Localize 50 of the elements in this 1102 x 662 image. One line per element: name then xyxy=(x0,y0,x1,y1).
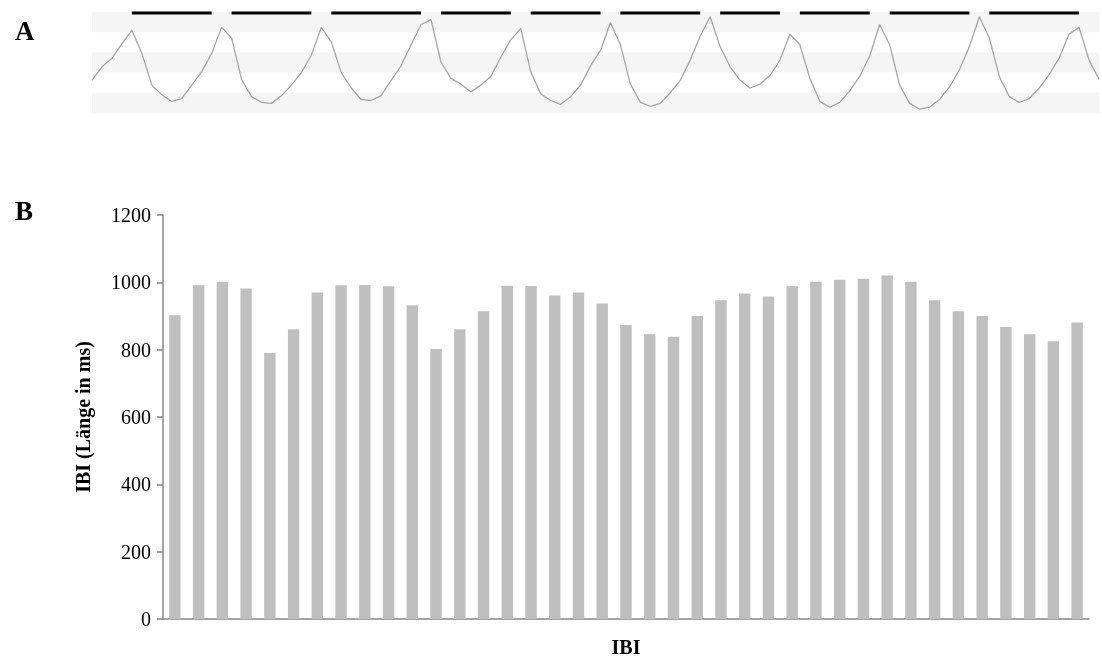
bar xyxy=(667,336,680,619)
bar xyxy=(596,303,608,619)
bar xyxy=(786,286,798,619)
bar xyxy=(525,286,537,619)
bar xyxy=(335,285,347,619)
bar xyxy=(857,278,870,619)
bar xyxy=(810,281,822,619)
x-axis-title: IBI xyxy=(611,636,641,658)
chart-title: A xyxy=(15,15,35,46)
bar xyxy=(192,285,205,619)
bar xyxy=(1047,341,1060,619)
y-tick-label: 0 xyxy=(141,608,151,630)
bar xyxy=(762,296,775,619)
y-tick-label: 600 xyxy=(121,406,151,428)
bar xyxy=(572,292,585,619)
bar xyxy=(644,334,656,619)
bar xyxy=(928,300,941,619)
bar xyxy=(477,311,490,619)
bar xyxy=(240,288,252,619)
bar xyxy=(739,293,751,619)
bar xyxy=(952,311,965,619)
bar xyxy=(620,325,632,619)
bar xyxy=(501,285,513,619)
y-tick-label: 1000 xyxy=(111,271,151,294)
bar xyxy=(359,285,371,619)
y-tick-label: 1200 xyxy=(111,204,151,226)
bar xyxy=(881,275,893,619)
bar xyxy=(715,300,727,619)
bar xyxy=(311,292,324,619)
bar xyxy=(382,286,395,619)
y-tick-label: 400 xyxy=(121,473,151,496)
bar xyxy=(833,279,846,619)
bar xyxy=(1000,327,1012,619)
bar xyxy=(549,295,561,619)
bar xyxy=(287,329,300,619)
bar xyxy=(1071,322,1083,619)
y-axis-title: IBI (Länge in ms) xyxy=(72,341,95,493)
bar xyxy=(169,315,181,619)
bar xyxy=(976,316,988,619)
bar xyxy=(406,305,419,619)
bar xyxy=(1023,334,1036,619)
y-tick-label: 800 xyxy=(121,338,151,361)
chart-title: B xyxy=(15,195,34,226)
bar xyxy=(691,316,703,619)
y-tick-label: 200 xyxy=(121,540,151,563)
bar xyxy=(430,348,442,619)
bar xyxy=(454,329,466,619)
bar xyxy=(905,281,917,619)
bar xyxy=(216,281,229,619)
bar xyxy=(264,353,276,619)
